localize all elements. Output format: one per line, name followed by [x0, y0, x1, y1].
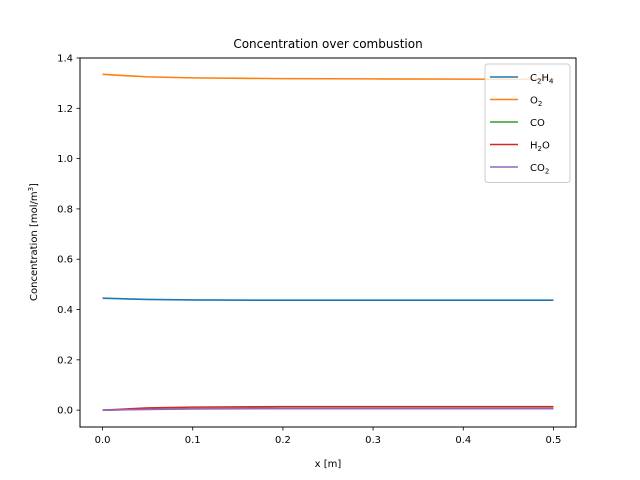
series-line-1: [102, 73, 554, 81]
series-line-0: [102, 297, 554, 302]
series-line-3: [102, 405, 554, 411]
legend: C2H4 O2 CO H2O CO2: [484, 63, 571, 183]
legend-entry: CO2: [530, 163, 549, 176]
legend-entry: H2O: [530, 141, 550, 154]
legend-box: [484, 63, 571, 183]
x-tick-label: 0.3: [365, 435, 381, 446]
y-tick-label: 0.2: [57, 355, 73, 366]
y-tick-label: 0.0: [57, 406, 73, 417]
y-tick-label: 1.2: [57, 104, 73, 115]
x-tick-label: 0.5: [546, 435, 562, 446]
x-axis-ticks: 0.0 0.1 0.2 0.3 0.4 0.5: [95, 427, 562, 446]
y-tick-label: 0.4: [57, 305, 73, 316]
x-tick-label: 0.1: [185, 435, 201, 446]
y-axis-ticks: 0.0 0.2 0.4 0.6 0.8 1.0 1.2 1.4: [57, 54, 80, 417]
legend-entry: O2: [530, 96, 542, 109]
y-tick-label: 1.4: [57, 54, 73, 65]
x-tick-label: 0.0: [95, 435, 111, 446]
x-tick-label: 0.2: [275, 435, 291, 446]
y-tick-label: 0.6: [57, 255, 73, 266]
x-axis-label: x [m]: [315, 459, 342, 470]
legend-entry: C2H4: [530, 73, 554, 86]
y-tick-label: 0.8: [57, 204, 73, 215]
plot-lines: [102, 73, 554, 411]
y-tick-label: 1.0: [57, 154, 73, 165]
plot-frame: [79, 57, 577, 428]
chart-title: Concentration over combustion: [233, 37, 422, 51]
legend-entry: CO: [530, 118, 545, 129]
y-axis-label: Concentration [mol/m3]: [27, 183, 40, 301]
x-tick-label: 0.4: [455, 435, 471, 446]
series-line-4: [102, 407, 554, 411]
